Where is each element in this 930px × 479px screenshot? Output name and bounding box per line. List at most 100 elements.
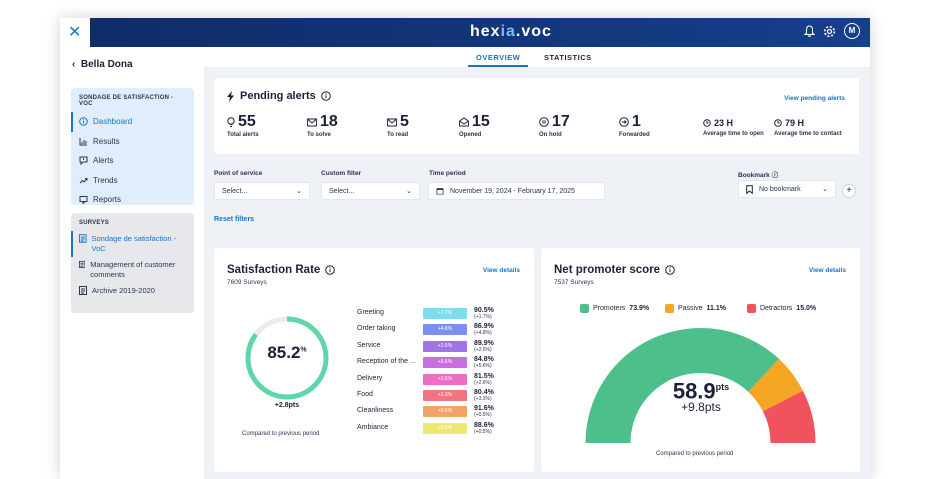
tab-statistics[interactable]: STATISTICS (544, 53, 592, 62)
criterion-label: Order taking (357, 325, 396, 333)
mail-icon (307, 118, 317, 126)
criterion-bar: +5.6% (423, 357, 467, 369)
criterion-label: Food (357, 391, 373, 398)
open-mail-icon (459, 117, 469, 127)
criterion-label: Ambiance (357, 423, 389, 431)
sidebar-item-dashboard[interactable]: Dashboard (71, 112, 194, 132)
tab-bar: OVERVIEW STATISTICS (204, 47, 870, 67)
gear-icon[interactable] (823, 25, 836, 38)
stat-to-read[interactable]: 5 To read (387, 113, 409, 139)
filter-label: Custom filter (321, 170, 362, 177)
criterion-bar: +0.5% (423, 422, 467, 434)
criterion-value: 89.9% (+2.5%) (474, 339, 494, 353)
panel-title: SURVEYS (79, 220, 109, 226)
stat-total[interactable]: 55 Total alerts (227, 113, 259, 139)
gauge-passive (748, 358, 803, 412)
survey-item-archive[interactable]: Archive 2019-2020 (71, 283, 194, 299)
stat-to-solve[interactable]: 18 To solve (307, 113, 338, 139)
view-pending-alerts-link[interactable]: View pending alerts (784, 95, 845, 102)
criterion-label: Reception of the ... (357, 358, 416, 366)
alert-message-icon (79, 156, 88, 166)
criterion-bar: +4.8% (423, 324, 467, 336)
survey-count: 7537 Surveys (554, 279, 594, 286)
nps-score: 58.9pts (672, 378, 730, 404)
sidebar-item-results[interactable]: Results (71, 132, 194, 152)
nps-delta: +9.8pts (681, 400, 721, 414)
criterion-value: 88.6% (+0.5%) (474, 421, 494, 435)
list-icon (79, 286, 87, 295)
survey-count: 7609 Surveys (227, 279, 267, 286)
compare-note: Compared to previous period (656, 451, 734, 457)
survey-item-comments[interactable]: Management of customer comments (71, 257, 194, 283)
bookmark-icon (746, 184, 753, 194)
filter-label: Point of service (214, 170, 263, 177)
sidebar-item-alerts[interactable]: Alerts (71, 151, 194, 171)
avatar[interactable]: M (844, 23, 860, 39)
criterion-value: 81.5% (+2.6%) (474, 372, 494, 386)
card-title: Satisfaction Rate (227, 264, 336, 276)
forward-icon (619, 117, 629, 127)
criterion-value: 86.9% (+4.8%) (474, 323, 494, 337)
criterion-label: Greeting (357, 309, 384, 316)
stat-opened[interactable]: 15 Opened (459, 113, 490, 139)
point-of-service-select[interactable]: Select... ⌄ (214, 182, 310, 200)
satisfaction-rate: 85.2% (267, 343, 307, 362)
chevron-down-icon: ⌄ (406, 188, 412, 195)
list-icon (79, 260, 86, 269)
clock-icon (703, 119, 711, 127)
info-icon[interactable] (665, 265, 675, 275)
survey-item-voc[interactable]: Sondage de satisfaction - VoC (71, 231, 194, 257)
legend-passive: Passive 11.1% (665, 304, 726, 313)
card-title: Pending alerts (226, 90, 331, 102)
logo: hexia.voc (470, 23, 552, 40)
custom-filter-select[interactable]: Select... ⌄ (321, 182, 420, 200)
stat-avg-open: 23 H Average time to open (703, 118, 764, 137)
surveys-panel: SURVEYS Sondage de satisfaction - VoC Ma… (71, 213, 194, 313)
pause-icon (539, 117, 549, 127)
satisfaction-card: Satisfaction Rate 7609 Surveys View deta… (214, 248, 534, 472)
mail-icon (387, 118, 397, 126)
trend-icon (79, 177, 88, 184)
legend-promoters: Promoters 73.9% (580, 304, 649, 313)
donut-arc (245, 316, 329, 400)
nps-gauge (585, 328, 816, 443)
stat-forwarded[interactable]: 1 Forwarded (619, 113, 650, 139)
close-icon[interactable]: ✕ (68, 24, 82, 41)
tab-overview[interactable]: OVERVIEW (467, 53, 529, 67)
clock-icon (774, 119, 782, 127)
sidebar-item-reports[interactable]: Reports (71, 190, 194, 210)
gauge-detractors (762, 390, 816, 443)
top-bar: ✕ hexia.voc M (60, 18, 870, 47)
info-icon[interactable] (325, 265, 336, 275)
calendar-icon (436, 188, 444, 195)
lightning-icon (227, 90, 234, 102)
legend-detractors: Detractors 15.0% (747, 304, 816, 313)
bar-chart-icon (79, 137, 87, 146)
bell-icon[interactable] (804, 25, 815, 37)
back-link[interactable]: ‹ Bella Dona (72, 59, 133, 70)
info-icon[interactable] (320, 91, 331, 101)
add-bookmark-button[interactable]: + (842, 184, 856, 198)
reset-filters-link[interactable]: Reset filters (214, 216, 255, 223)
criterion-value: 84.8% (+5.6%) (474, 356, 494, 370)
criterion-bar: +0.5% (423, 406, 467, 418)
sidebar: ‹ Bella Dona SONDAGE DE SATISFACTION - V… (60, 47, 204, 479)
filter-label: Time period (429, 170, 466, 177)
time-period-picker[interactable]: November 19, 2024 - February 17, 2025 (428, 182, 605, 200)
bookmark-select[interactable]: No bookmark ⌄ (738, 180, 836, 198)
sidebar-item-trends[interactable]: Trends (71, 171, 194, 191)
view-details-link[interactable]: View details (482, 267, 520, 274)
info-icon (79, 117, 88, 127)
filter-label: Bookmark ⓘ (738, 172, 779, 179)
criterion-bar: +3.3% (423, 390, 467, 401)
chevron-down-icon: ⌄ (296, 188, 302, 195)
chevron-down-icon: ⌄ (822, 186, 828, 193)
criterion-label: Service (357, 341, 381, 349)
card-title: Net promoter score (554, 264, 675, 276)
stat-on-hold[interactable]: 17 On hold (539, 113, 570, 139)
criterion-value: 90.5% (+1.7%) (474, 307, 494, 320)
report-icon (79, 196, 88, 204)
criterion-label: Delivery (357, 374, 383, 382)
view-details-link[interactable]: View details (808, 267, 846, 274)
gauge-promoters (585, 328, 779, 443)
